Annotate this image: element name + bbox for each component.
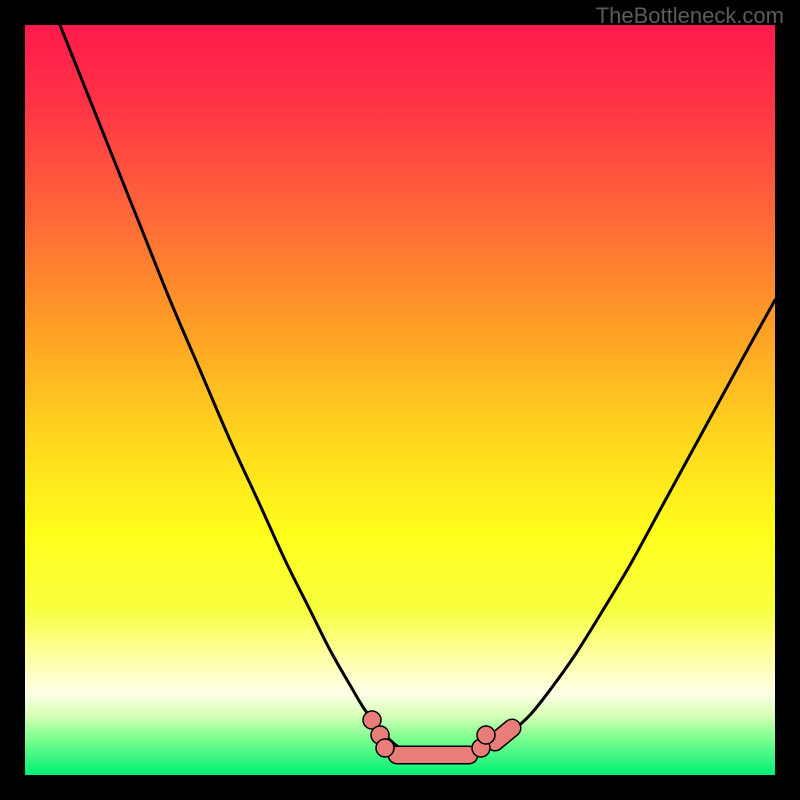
chart-svg <box>0 0 800 800</box>
chart-root: TheBottleneck.com <box>0 0 800 800</box>
marker-circle <box>376 739 394 757</box>
marker-circle <box>477 726 495 744</box>
chart-plot-area <box>25 25 775 775</box>
marker-capsule <box>495 728 512 742</box>
